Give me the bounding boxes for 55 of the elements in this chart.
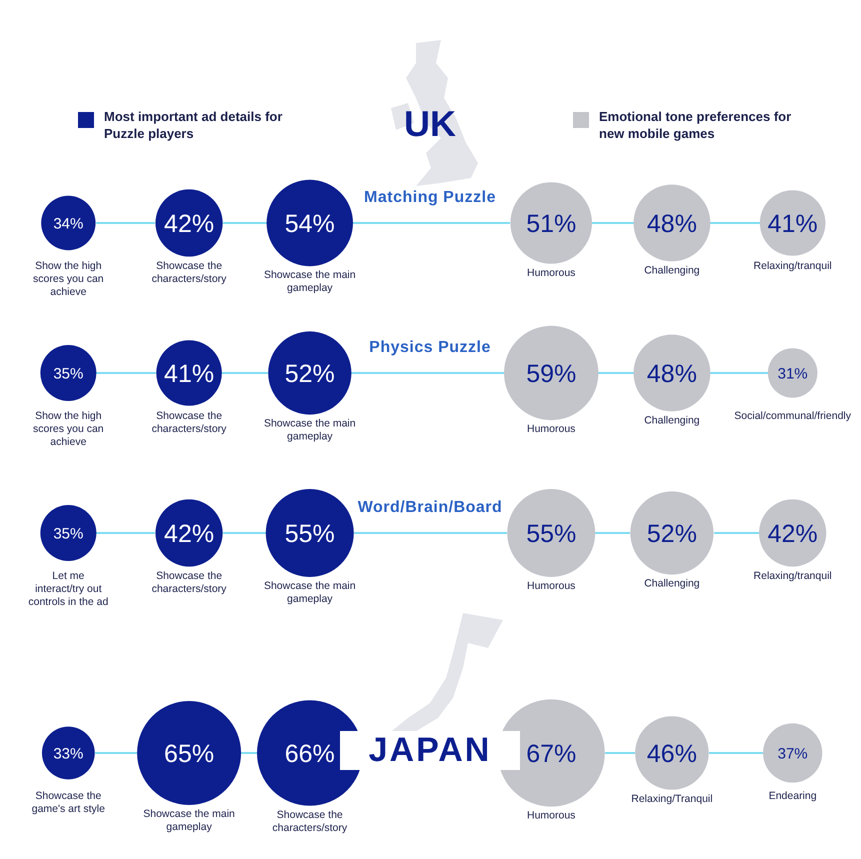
text: UK: [403, 103, 457, 145]
category-label: Humorous: [526, 266, 576, 279]
category-label: Humorous: [526, 423, 576, 436]
data-label: 54%: [284, 210, 335, 238]
legend-label: Emotional tone preferences for new mobile games: [599, 108, 792, 142]
data-label: 41%: [768, 210, 818, 238]
text: Matching Puzzle: [363, 189, 497, 207]
category-label: Challenging: [644, 578, 700, 590]
category-label: Showcase the characters/story: [152, 260, 228, 285]
data-label: 33%: [53, 745, 84, 762]
data-label: 52%: [284, 360, 335, 388]
data-label: 46%: [646, 740, 697, 768]
category-label: Showcase the main gameplay: [143, 808, 236, 833]
category-label: Show the high scores you can achieve: [33, 260, 104, 298]
category-label: Showcase the characters/story: [152, 410, 228, 435]
data-label: 48%: [646, 360, 697, 388]
data-label: 66%: [284, 740, 335, 768]
data-label: 42%: [164, 520, 214, 548]
category-label: Showcase the characters/story: [152, 570, 228, 595]
category-label: Let me interact/try out controls in the ad: [28, 570, 108, 608]
data-label: 59%: [526, 360, 576, 388]
data-label: 52%: [646, 520, 697, 548]
category-label: Showcase the game's art style: [32, 790, 106, 815]
category-label: Social/communal/friendly: [734, 410, 852, 422]
category-label: Showcase the characters/story: [272, 808, 348, 834]
data-label: 48%: [646, 210, 697, 238]
data-label: 55%: [526, 520, 576, 548]
text: Word/Brain/Board: [356, 499, 504, 517]
data-label: 42%: [164, 210, 214, 238]
category-label: Humorous: [526, 810, 576, 822]
category-label: Showcase the main gameplay: [264, 418, 356, 443]
data-label: 67%: [526, 740, 576, 768]
data-label: 37%: [778, 745, 808, 762]
category-label: Relaxing/tranquil: [754, 570, 832, 582]
data-label: 41%: [164, 360, 214, 388]
text: Physics Puzzle: [368, 339, 492, 357]
category-label: Showcase the main gameplay: [264, 269, 356, 294]
data-label: 34%: [53, 215, 84, 232]
data-label: 55%: [284, 520, 335, 548]
data-label: 65%: [164, 740, 214, 768]
category-label: Challenging: [644, 264, 700, 276]
category-label: Show the high scores you can achieve: [33, 410, 104, 448]
category-label: Challenging: [644, 414, 700, 426]
category-label: Humorous: [526, 580, 576, 592]
category-label: Endearing: [768, 790, 817, 802]
text: JAPAN: [340, 731, 520, 770]
category-label: Showcase the main gameplay: [264, 580, 356, 605]
data-label: 51%: [526, 210, 576, 238]
legend-label: Most important ad details for Puzzle players: [104, 108, 284, 142]
data-label: 35%: [53, 525, 84, 542]
category-label: Relaxing/tranquil: [754, 260, 832, 272]
data-label: 31%: [778, 365, 808, 382]
category-label: Relaxing/Tranquil: [631, 792, 713, 805]
data-label: 35%: [53, 365, 84, 382]
data-label: 42%: [768, 520, 818, 548]
